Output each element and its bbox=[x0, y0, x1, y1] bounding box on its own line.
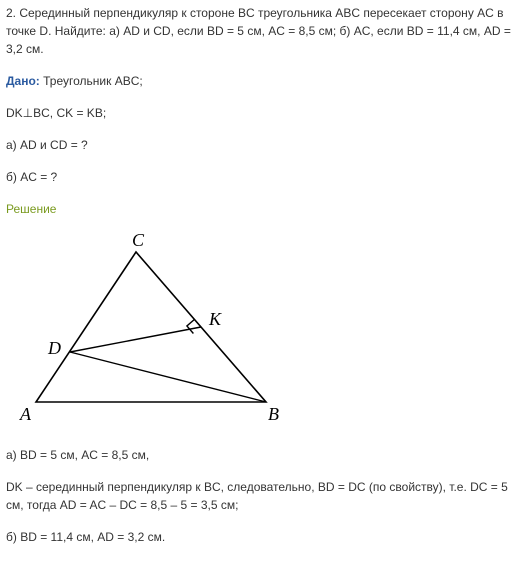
right-angle-marker bbox=[187, 319, 195, 333]
cond-left: DK bbox=[6, 106, 23, 120]
solution-label: Решение bbox=[6, 200, 515, 218]
label-d: D bbox=[47, 338, 61, 358]
segment-dk bbox=[70, 327, 201, 352]
given-line: Дано: Треугольник ABC; bbox=[6, 72, 515, 90]
label-a: A bbox=[19, 404, 32, 424]
label-b: B bbox=[268, 404, 279, 424]
answer-b-line: б) BD = 11,4 см, AD = 3,2 см. bbox=[6, 528, 515, 546]
label-c: C bbox=[132, 232, 145, 250]
perp-symbol: ⊥ bbox=[23, 106, 33, 120]
answer-a-explanation: DK – серединный перпендикуляр к BC, след… bbox=[6, 478, 515, 514]
problem-statement: 2. Серединный перпендикуляр к стороне BC… bbox=[6, 4, 515, 58]
triangle-svg: C K D A B bbox=[6, 232, 306, 427]
question-a: а) AD и CD = ? bbox=[6, 136, 515, 154]
triangle-figure: C K D A B bbox=[6, 232, 515, 432]
answer-a-given: а) BD = 5 см, AC = 8,5 см, bbox=[6, 446, 515, 464]
segment-db bbox=[70, 352, 266, 402]
question-b: б) AC = ? bbox=[6, 168, 515, 186]
triangle-abc bbox=[36, 252, 266, 402]
given-label: Дано: bbox=[6, 74, 40, 88]
cond-right: BC, CK = KB; bbox=[33, 106, 106, 120]
page: 2. Серединный перпендикуляр к стороне BC… bbox=[0, 0, 521, 568]
given-text: Треугольник ABC; bbox=[40, 74, 143, 88]
label-k: K bbox=[208, 309, 222, 329]
condition-line: DK⊥BC, CK = KB; bbox=[6, 104, 515, 122]
